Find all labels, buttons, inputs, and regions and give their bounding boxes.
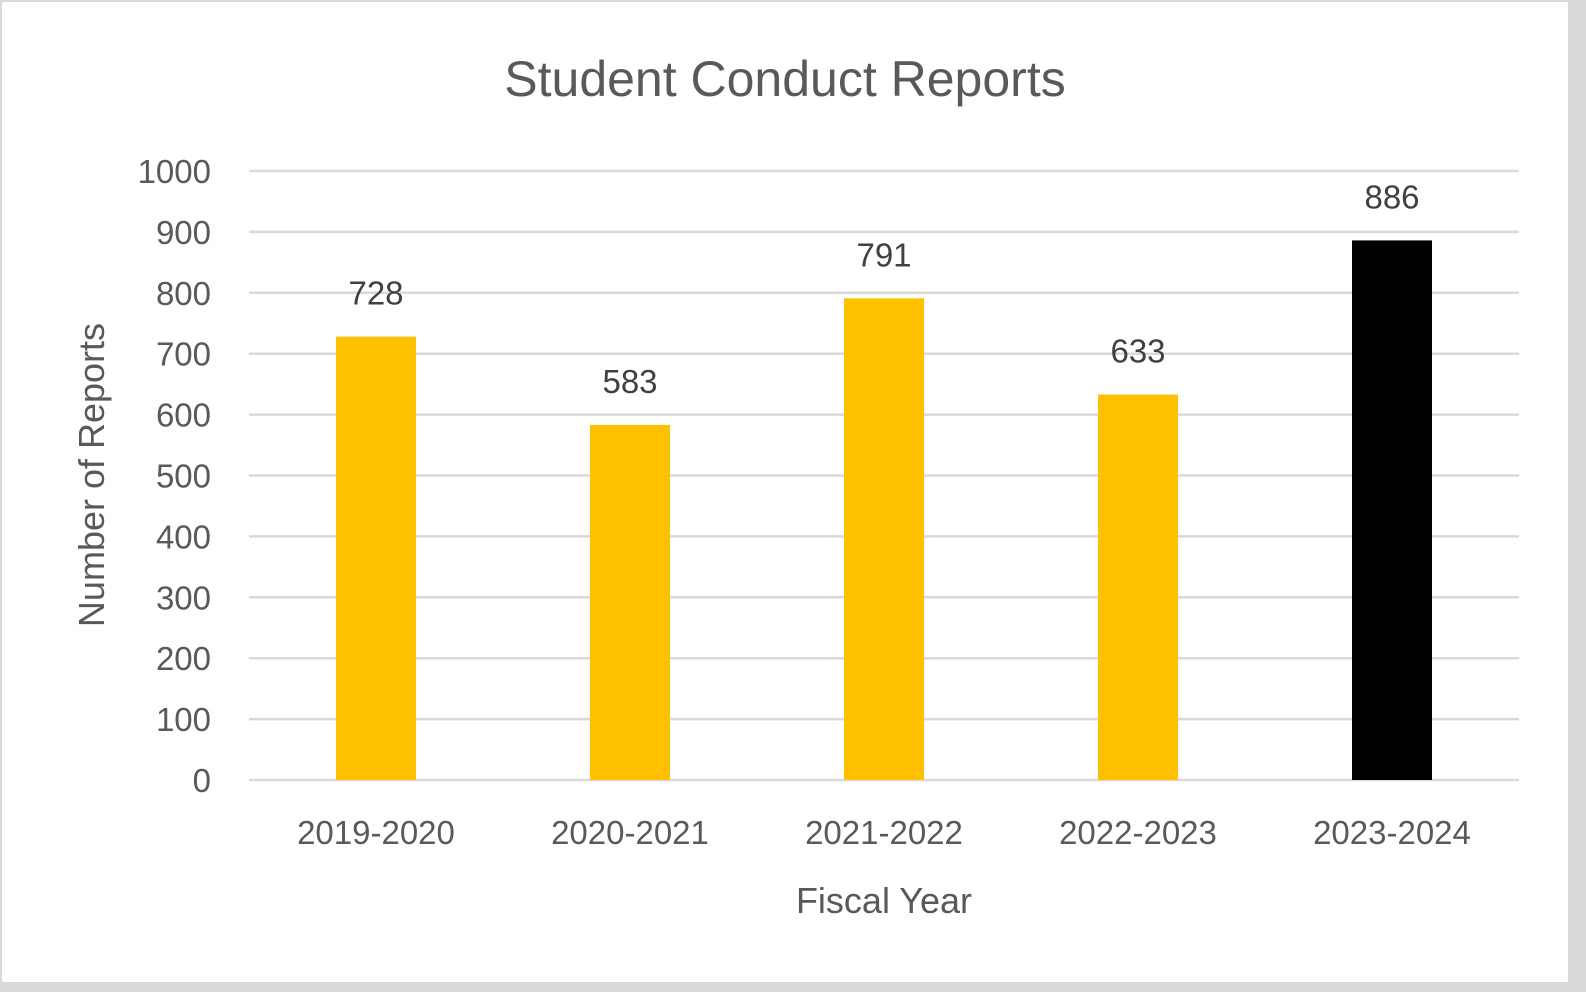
x-axis-label: Fiscal Year <box>796 880 972 921</box>
x-axis-ticks: 2019-2020 2020-2021 2021-2022 2022-2023 2023… <box>297 814 1471 851</box>
bar-2022-2023 <box>1098 394 1178 780</box>
data-labels: 728 583 791 633 886 <box>348 178 1419 400</box>
x-tick-label: 2019-2020 <box>297 814 455 851</box>
y-axis-label: Number of Reports <box>71 323 112 627</box>
y-tick-label: 200 <box>156 640 211 677</box>
data-label: 886 <box>1364 178 1419 215</box>
y-tick-label: 1000 <box>138 153 211 190</box>
x-tick-label: 2023-2024 <box>1313 814 1471 851</box>
y-tick-label: 0 <box>193 762 211 799</box>
y-axis-ticks: 0 100 200 300 400 500 600 700 800 900 1000 <box>138 153 211 799</box>
x-tick-label: 2021-2022 <box>805 814 963 851</box>
bar-2020-2021 <box>590 424 670 780</box>
bars <box>336 240 1432 780</box>
y-tick-label: 700 <box>156 336 211 373</box>
bar-2021-2022 <box>844 298 924 780</box>
y-tick-label: 100 <box>156 701 211 738</box>
y-tick-label: 300 <box>156 579 211 616</box>
bar-2019-2020 <box>336 336 416 780</box>
x-tick-label: 2020-2021 <box>551 814 709 851</box>
y-tick-label: 500 <box>156 458 211 495</box>
bar-2023-2024 <box>1352 240 1432 780</box>
y-tick-label: 800 <box>156 275 211 312</box>
data-label: 728 <box>348 275 403 312</box>
y-tick-label: 900 <box>156 214 211 251</box>
data-label: 791 <box>856 236 911 273</box>
y-tick-label: 400 <box>156 518 211 555</box>
x-tick-label: 2022-2023 <box>1059 814 1217 851</box>
data-label: 583 <box>602 363 657 400</box>
chart-title: Student Conduct Reports <box>504 51 1065 107</box>
data-label: 633 <box>1110 333 1165 370</box>
y-tick-label: 600 <box>156 397 211 434</box>
